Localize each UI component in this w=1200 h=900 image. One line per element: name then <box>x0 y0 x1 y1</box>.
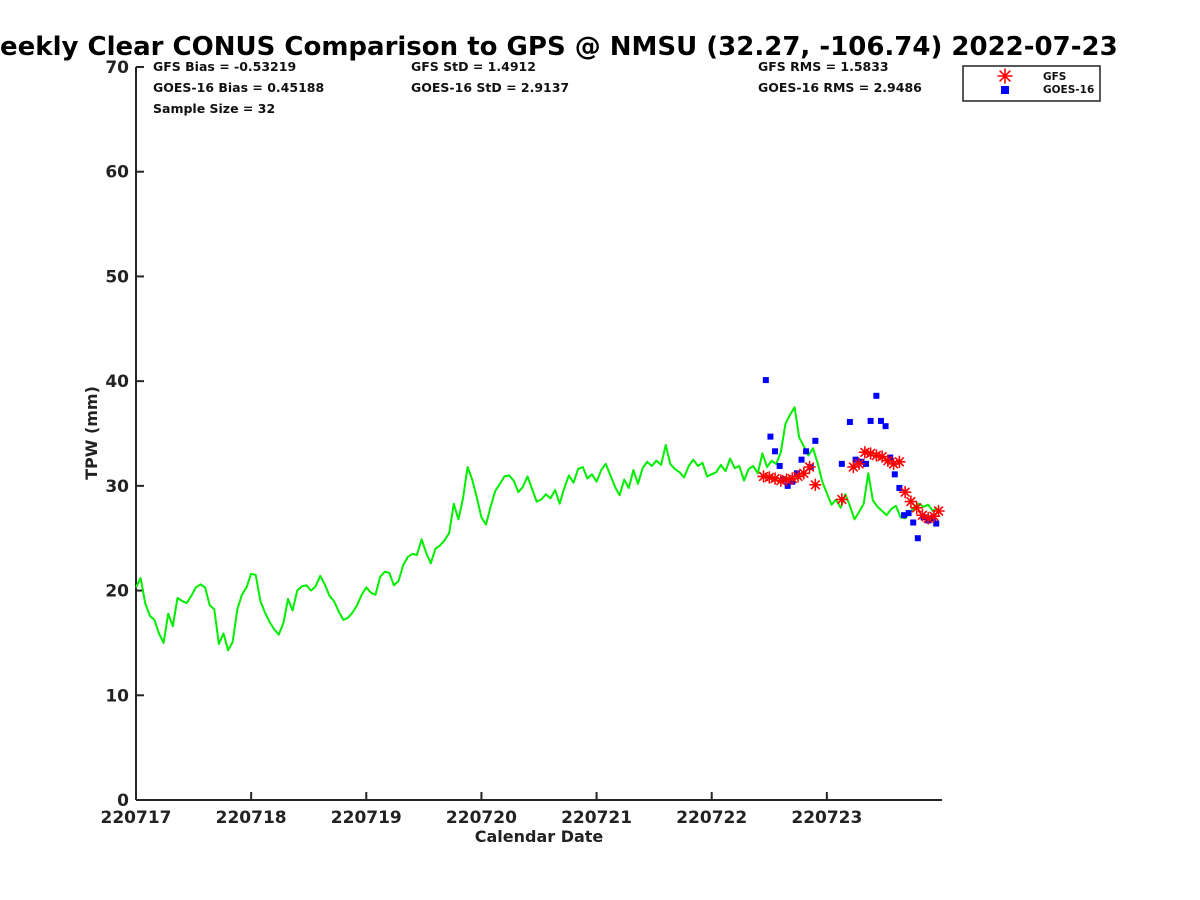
goes-16-point <box>914 535 921 542</box>
goes-16-point <box>873 392 880 399</box>
y-tick-label: 20 <box>105 582 129 602</box>
gps-series-line <box>135 406 938 652</box>
gfs-rms-stat: GFS RMS = 1.5833 <box>758 59 889 74</box>
gfs-point <box>852 457 866 471</box>
goes-16-point <box>933 520 940 527</box>
stats-block: GFS Bias = -0.53219 GOES-16 Bias = 0.451… <box>153 59 922 116</box>
goes-16-point <box>776 462 783 469</box>
gfs-point <box>809 478 822 492</box>
goes-16-point <box>803 448 810 455</box>
x-tick-label: 220720 <box>446 808 517 828</box>
gfs-point <box>898 485 912 499</box>
x-tick-label: 220721 <box>561 808 632 828</box>
goes-16-point <box>767 433 774 440</box>
goes-16-point <box>867 417 874 424</box>
gfs-points <box>757 446 945 525</box>
y-tick-label: 10 <box>105 686 129 706</box>
legend-gfs-asterisk <box>997 68 1013 84</box>
y-tick-label: 30 <box>105 477 129 497</box>
gfs-bias-stat: GFS Bias = -0.53219 <box>153 59 296 74</box>
y-ticks: 0 10 20 30 40 50 60 70 <box>105 58 144 811</box>
x-tick-label: 220717 <box>101 808 172 828</box>
goes-16-point <box>905 510 912 517</box>
x-tick-label: 220723 <box>791 808 862 828</box>
y-tick-label: 70 <box>105 58 129 78</box>
chart-title: Weekly Clear CONUS Comparison to GPS @ N… <box>0 32 1118 62</box>
goes-std-stat: GOES-16 StD = 2.9137 <box>411 80 569 95</box>
x-tick-label: 220718 <box>216 808 287 828</box>
goes-16-point <box>891 471 898 478</box>
gfs-point <box>932 504 945 518</box>
plot-axes <box>135 67 942 801</box>
goes-16-point <box>910 519 917 526</box>
legend-goes-label: GOES-16 <box>1043 84 1094 96</box>
goes-16-point <box>877 417 884 424</box>
goes-16-point <box>812 437 819 444</box>
y-tick-label: 40 <box>105 372 129 392</box>
goes-16-point <box>896 484 903 491</box>
legend-gfs-label: GFS <box>1043 71 1066 83</box>
y-tick-label: 60 <box>105 163 129 183</box>
goes-16-point <box>882 423 889 430</box>
gfs-std-stat: GFS StD = 1.4912 <box>411 59 536 74</box>
goes-16-point <box>901 512 908 519</box>
gfs-point <box>910 501 923 515</box>
goes-bias-stat: GOES-16 Bias = 0.45188 <box>153 80 324 95</box>
goes-16-point <box>863 460 870 467</box>
goes-16-point <box>793 470 800 477</box>
gfs-point <box>893 455 906 469</box>
goes-16-point <box>838 460 845 467</box>
x-ticks: 220717 220718 220719 220720 220721 220722 2207… <box>101 792 862 828</box>
gfs-point <box>835 493 849 506</box>
goes-16-point <box>762 377 769 384</box>
goes-16-point <box>784 482 791 489</box>
legend-gfs-marker <box>997 68 1013 84</box>
goes-16-point <box>798 456 805 463</box>
x-tick-label: 220719 <box>331 808 402 828</box>
goes-rms-stat: GOES-16 RMS = 2.9486 <box>758 80 922 95</box>
x-tick-label: 220722 <box>676 808 747 828</box>
legend: GFS GOES-16 <box>962 65 1101 102</box>
sample-size-stat: Sample Size = 32 <box>153 101 275 116</box>
legend-goes-marker <box>1001 86 1009 94</box>
gfs-point <box>803 460 816 474</box>
goes-16-point <box>846 418 853 425</box>
y-axis-label: TPW (mm) <box>82 386 101 480</box>
legend-box <box>962 65 1101 102</box>
y-tick-label: 50 <box>105 267 129 287</box>
gfs-point <box>875 450 889 463</box>
legend-goes-square <box>1001 86 1009 94</box>
y-tick-label: 0 <box>117 791 129 811</box>
x-axis-label: Calendar Date <box>475 827 604 846</box>
goes-16-point <box>772 448 779 455</box>
